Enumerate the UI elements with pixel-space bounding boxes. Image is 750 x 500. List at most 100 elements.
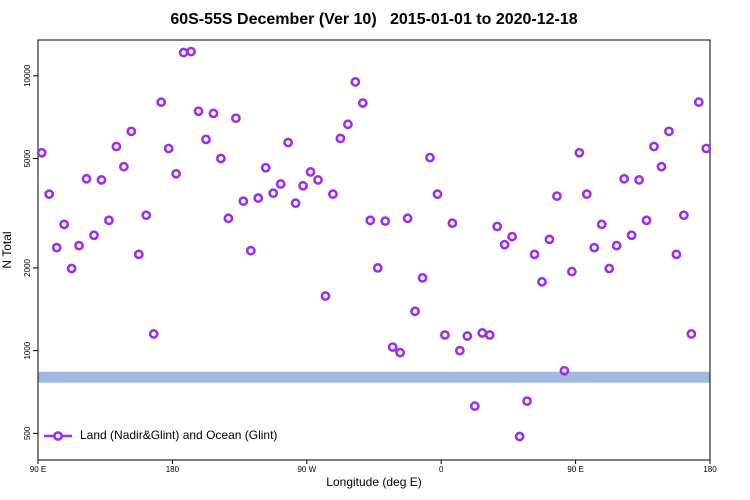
point [402, 213, 413, 224]
point [305, 167, 316, 177]
x-tick-label: 90 E [30, 465, 46, 474]
point [171, 168, 182, 179]
point [111, 141, 122, 152]
point [634, 175, 644, 185]
point [671, 249, 682, 260]
point [148, 329, 159, 339]
point [447, 218, 458, 229]
point [320, 291, 331, 301]
point [230, 113, 241, 124]
point [574, 147, 585, 158]
point [611, 240, 622, 251]
point [74, 240, 84, 251]
point [544, 234, 555, 245]
chart-title: 60S-55S December (Ver 10) 2015-01-01 to … [170, 11, 577, 28]
point [357, 98, 368, 108]
point [440, 330, 450, 340]
point [178, 47, 189, 58]
point [701, 143, 712, 154]
point [425, 152, 435, 163]
point [566, 266, 577, 277]
point [350, 77, 361, 87]
point [126, 126, 137, 137]
y-tick-label: 1000 [23, 341, 32, 359]
point [410, 306, 420, 317]
point [626, 230, 637, 241]
y-tick-label: 5000 [23, 149, 32, 167]
point [260, 162, 271, 173]
point [693, 97, 704, 108]
x-tick-label: 180 [703, 465, 717, 474]
point [313, 175, 323, 185]
point [641, 215, 652, 226]
point [89, 230, 99, 241]
point [686, 329, 697, 339]
x-tick-label: 180 [166, 465, 180, 474]
legend-label: Land (Nadir&Glint) and Ocean (Glint) [80, 428, 277, 442]
point [454, 345, 465, 356]
point [96, 175, 107, 185]
point [522, 396, 532, 407]
point [395, 347, 406, 358]
point [499, 239, 510, 250]
x-tick-label: 90 W [297, 465, 316, 474]
point [649, 141, 659, 152]
point [529, 249, 540, 260]
point [507, 231, 518, 242]
point [335, 133, 346, 144]
point [432, 189, 443, 200]
point [469, 401, 480, 412]
plot-frame [37, 39, 711, 461]
point [133, 249, 144, 260]
point [387, 342, 398, 353]
point [36, 147, 47, 158]
point [514, 431, 525, 442]
point [552, 191, 562, 202]
point [656, 161, 667, 172]
point [589, 242, 600, 253]
point [201, 134, 211, 145]
point [44, 189, 55, 200]
point [141, 210, 152, 221]
point [156, 97, 167, 108]
point [290, 198, 301, 209]
point [462, 331, 473, 341]
point [208, 108, 219, 119]
point [492, 221, 503, 232]
point [342, 119, 353, 130]
point [477, 328, 488, 338]
point [380, 216, 391, 227]
point [664, 126, 674, 137]
point [559, 365, 570, 376]
point [678, 210, 689, 221]
point [163, 143, 174, 154]
point [66, 263, 77, 274]
point [581, 189, 592, 200]
point [81, 173, 92, 184]
point [268, 188, 279, 199]
point [223, 213, 234, 224]
point [51, 242, 62, 253]
point [245, 245, 256, 256]
point [253, 193, 264, 203]
point [596, 219, 607, 230]
point [275, 179, 286, 189]
legend-marker [53, 431, 63, 441]
point [484, 330, 495, 340]
x-tick-label: 0 [439, 465, 444, 474]
point [283, 137, 294, 148]
x-tick-label: 90 E [567, 465, 583, 474]
point [619, 173, 630, 184]
y-tick-label: 2000 [23, 258, 32, 276]
reference-band [38, 371, 710, 383]
point [417, 272, 428, 283]
point [193, 106, 204, 117]
point [537, 276, 547, 287]
point [365, 215, 376, 226]
point [59, 219, 70, 230]
point [238, 196, 249, 207]
point [298, 180, 308, 191]
y-tick-label: 10000 [23, 64, 32, 87]
point [216, 153, 226, 164]
